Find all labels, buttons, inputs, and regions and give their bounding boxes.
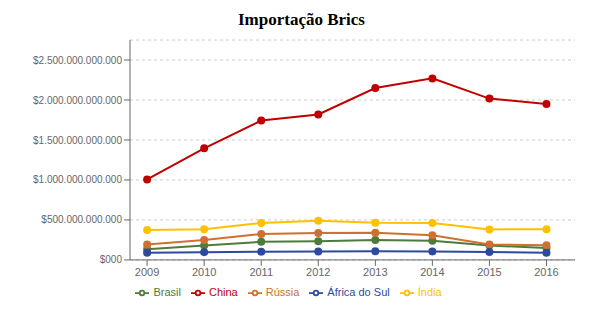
html-text:China: China [209, 285, 238, 298]
html-text:Brasil: Brasil [153, 285, 181, 298]
svg-text:2014: 2014 [420, 266, 444, 278]
svg-text:2012: 2012 [306, 266, 330, 278]
html-text:África do Sul: África do Sul [327, 285, 390, 298]
svg-text:2013: 2013 [363, 266, 387, 278]
svg-text:2009: 2009 [135, 266, 159, 278]
html-text:Importação Brics: Importação Brics [238, 10, 365, 29]
svg-text:$500.000.000.000: $500.000.000.000 [41, 214, 122, 225]
html-text:Índia: Índia [417, 285, 442, 298]
svg-text:$2.500.000.000.000: $2.500.000.000.000 [33, 55, 122, 66]
svg-text:2011: 2011 [249, 266, 273, 278]
svg-text:$2.000.000.000.000: $2.000.000.000.000 [33, 95, 122, 106]
html-text:Rússia: Rússia [265, 285, 300, 298]
svg-text:$1.500.000.000.000: $1.500.000.000.000 [33, 135, 122, 146]
svg-text:$1.000.000.000.000: $1.000.000.000.000 [33, 174, 122, 185]
svg-text:2016: 2016 [534, 266, 558, 278]
svg-text:$000: $000 [100, 254, 123, 265]
svg-text:2015: 2015 [477, 266, 501, 278]
svg-text:2010: 2010 [192, 266, 216, 278]
